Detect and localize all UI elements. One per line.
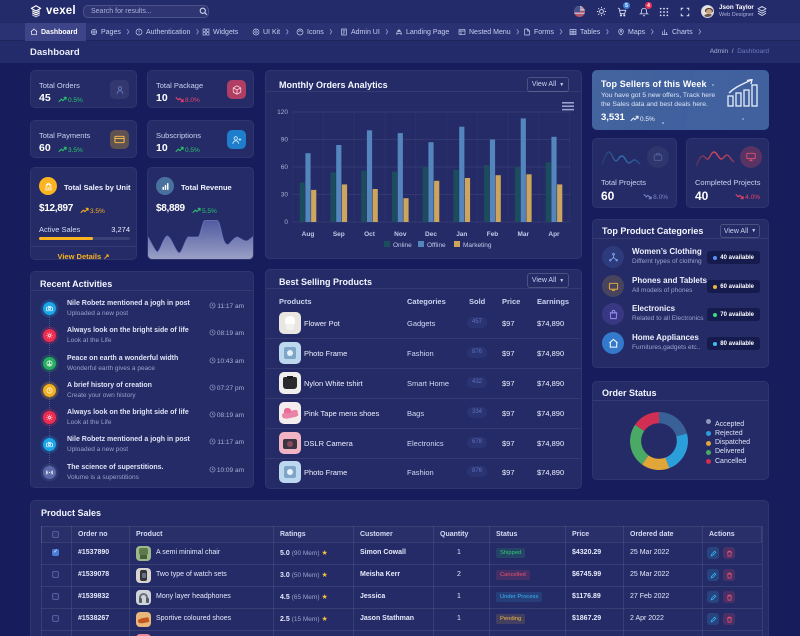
svg-text:60: 60: [281, 164, 289, 171]
svg-text:30: 30: [281, 192, 289, 199]
svg-text:Online: Online: [393, 242, 412, 249]
svg-text:Feb: Feb: [487, 231, 499, 238]
svg-text:Aug: Aug: [302, 231, 315, 238]
svg-text:90: 90: [281, 137, 289, 144]
svg-text:Apr: Apr: [548, 231, 560, 238]
svg-text:Jan: Jan: [456, 231, 467, 238]
svg-text:Sep: Sep: [333, 231, 345, 238]
svg-text:Nov: Nov: [394, 231, 407, 238]
svg-text:120: 120: [277, 109, 288, 116]
svg-text:Offline: Offline: [427, 242, 446, 249]
svg-text:Marketing: Marketing: [463, 242, 492, 249]
svg-text:Mar: Mar: [518, 231, 530, 238]
svg-text:Oct: Oct: [364, 231, 376, 238]
svg-text:0: 0: [284, 219, 288, 226]
svg-text:Dec: Dec: [425, 231, 437, 238]
